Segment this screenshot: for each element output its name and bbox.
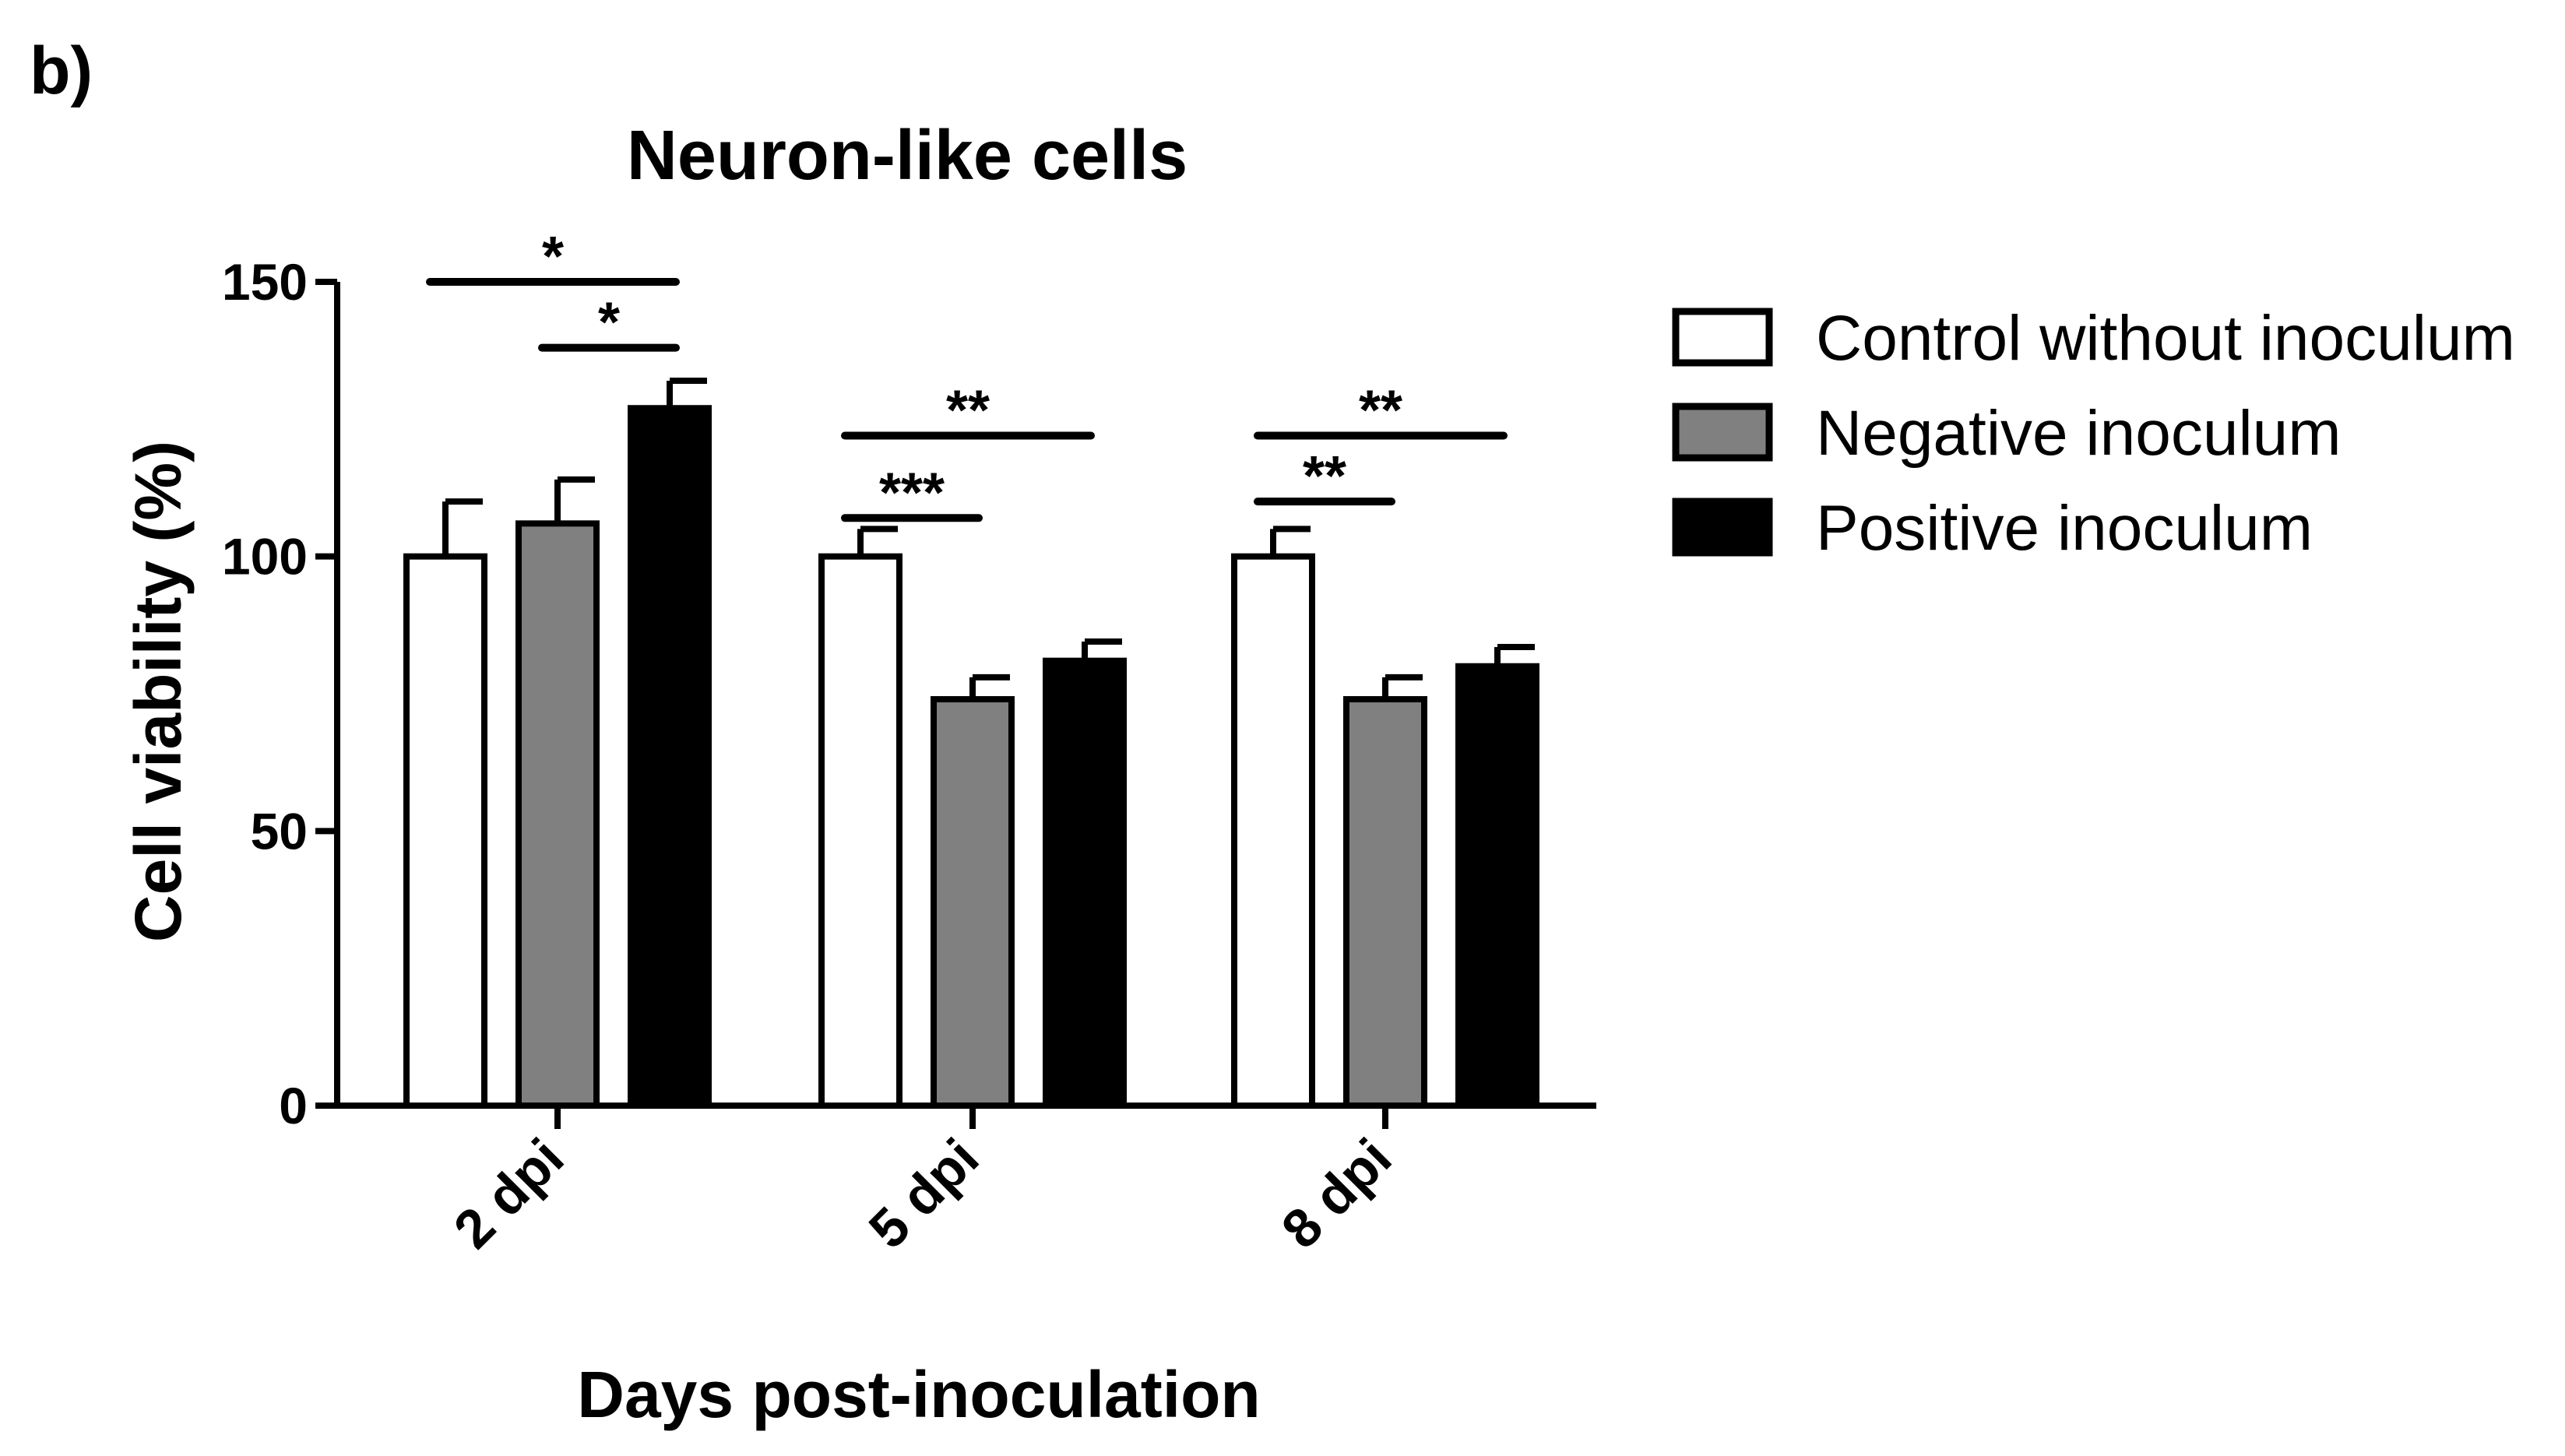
y-ticks: 0 50 100 150 [222, 253, 337, 1134]
chart-title: Neuron-like cells [627, 117, 1188, 195]
legend-label-1: Negative inoculum [1816, 398, 2342, 469]
bar-2-2 [1455, 663, 1539, 1109]
bar-0-1 [818, 553, 902, 1109]
x-tick-label-1: 5 dpi [857, 1127, 990, 1260]
bar-1-2 [1343, 696, 1427, 1109]
bar-1-1 [931, 696, 1015, 1109]
bar-2-0 [628, 405, 712, 1109]
significance-markers: *********** [426, 226, 1508, 524]
bar-2-1 [1043, 657, 1127, 1109]
significance-label-1: * [598, 292, 620, 354]
x-tick-labels: 2 dpi 5 dpi 8 dpi [442, 1106, 1403, 1260]
panel-label: b) [30, 33, 93, 108]
significance-label-2: ** [946, 379, 990, 441]
legend-swatch-1 [1672, 403, 1773, 462]
significance-label-4: ** [1359, 379, 1402, 441]
y-tick-label-0: 0 [279, 1077, 308, 1134]
y-axis-title: Cell viability (%) [121, 441, 195, 942]
legend-swatch-0 [1672, 308, 1773, 367]
x-tick-label-2: 8 dpi [1270, 1127, 1403, 1260]
y-tick-label-2: 100 [222, 528, 308, 586]
legend-label-2: Positive inoculum [1816, 493, 2313, 564]
bar-0-0 [403, 553, 487, 1109]
significance-label-5: ** [1303, 445, 1346, 508]
significance-label-3: *** [879, 462, 945, 524]
legend-swatch-2 [1672, 498, 1773, 557]
legend: Control without inoculum Negative inoculu… [1672, 303, 2515, 564]
x-tick-label-0: 2 dpi [442, 1127, 575, 1260]
bar-0-2 [1231, 553, 1315, 1109]
x-axis-title: Days post-inoculation [577, 1358, 1260, 1431]
y-tick-label-3: 150 [222, 253, 308, 311]
bars [403, 377, 1539, 1109]
significance-label-0: * [542, 226, 564, 288]
y-tick-label-1: 50 [251, 802, 308, 860]
legend-label-0: Control without inoculum [1816, 303, 2515, 374]
bar-1-0 [515, 520, 600, 1109]
